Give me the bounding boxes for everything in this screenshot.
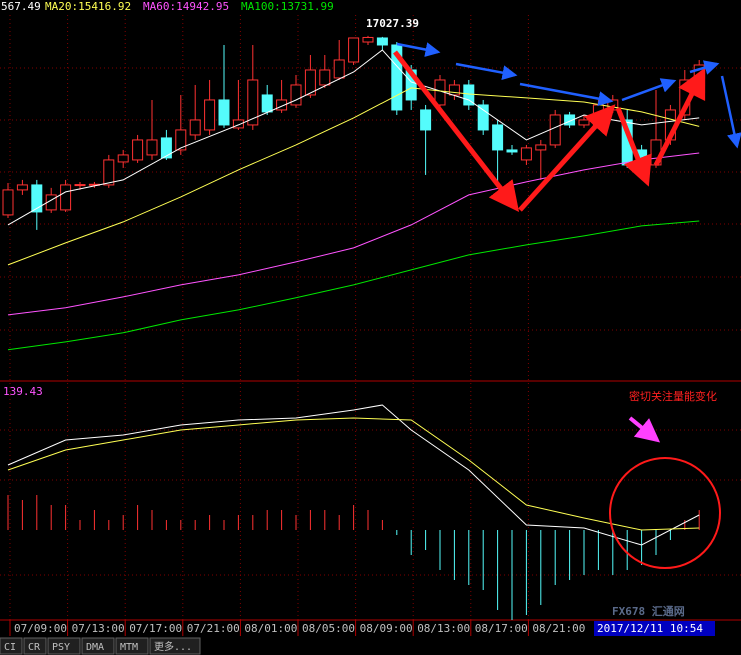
line: [7, 49, 700, 226]
candle-body: [2, 189, 14, 216]
candle-body: [247, 79, 259, 126]
candle-body: [333, 59, 345, 79]
candle-body: [276, 99, 288, 111]
tab-label[interactable]: CR: [28, 642, 41, 653]
high-label: 17027.39: [366, 17, 419, 30]
tab-label[interactable]: CI: [4, 642, 16, 653]
candle-body: [16, 184, 28, 191]
candle-body: [117, 154, 129, 163]
tab-box[interactable]: [47, 637, 81, 655]
candle-body: [189, 119, 201, 136]
x-tick-label: 08/13:00: [417, 622, 470, 635]
tabs: CI CR PSY DMA MTM 更多...: [0, 637, 201, 655]
annotation-text: 密切关注量能变化: [629, 389, 717, 403]
candle-body: [45, 194, 57, 211]
line: [7, 87, 700, 266]
tab-box[interactable]: [149, 637, 201, 655]
tab-box[interactable]: [23, 637, 47, 655]
tab-label[interactable]: PSY: [52, 642, 70, 653]
candle-body: [132, 139, 144, 161]
grid: [0, 15, 741, 620]
x-tick-label: 08/09:00: [360, 622, 413, 635]
candle-body: [376, 37, 388, 46]
candle-body: [506, 149, 518, 153]
candle-body: [160, 137, 172, 159]
candle-body: [348, 37, 360, 63]
candle-body: [232, 119, 244, 129]
tab-box[interactable]: [115, 637, 149, 655]
legend-item: MA60:14942.95: [143, 0, 229, 13]
candle-body: [74, 184, 86, 187]
candle-body: [362, 36, 374, 43]
legend-item: MA100:13731.99: [241, 0, 334, 13]
tab-box[interactable]: [0, 637, 23, 655]
line: [7, 417, 700, 531]
candle-body: [420, 109, 432, 131]
candle-body: [60, 184, 72, 211]
line: [7, 404, 700, 546]
candle-body: [103, 159, 115, 186]
annotation-arrows: [393, 42, 741, 569]
candle-body: [261, 94, 273, 113]
x-tick-label: 08/01:00: [244, 622, 297, 635]
candle-body: [520, 147, 532, 161]
cursor-box: [594, 621, 715, 636]
macd-header: 139.43: [3, 385, 43, 398]
candle-body: [578, 119, 590, 126]
candle-body: [175, 129, 187, 151]
candle-body: [477, 104, 489, 131]
tab-label[interactable]: 更多...: [154, 640, 192, 653]
candle-body: [463, 84, 475, 106]
candle-body: [535, 144, 547, 151]
cursor-label: 2017/12/11 10:54: [597, 622, 703, 635]
candle-body: [549, 114, 561, 146]
candle-body: [218, 99, 230, 126]
x-tick-label: 08/05:00: [302, 622, 355, 635]
candle-body: [204, 99, 216, 131]
tab-label[interactable]: MTM: [120, 642, 138, 653]
line: [7, 220, 700, 351]
x-tick-label: 07/13:00: [72, 622, 125, 635]
candle-body: [319, 69, 331, 86]
legend-item: MA20:15416.92: [45, 0, 131, 13]
candle-body: [31, 184, 43, 213]
header-value: 567.49: [1, 0, 41, 13]
candle-body: [391, 44, 403, 111]
candle-body: [492, 124, 504, 151]
tab-label[interactable]: DMA: [86, 642, 104, 653]
candle-body: [146, 139, 158, 156]
x-tick-label: 07/21:00: [187, 622, 240, 635]
candle-body: [564, 114, 576, 126]
candle-body: [290, 84, 302, 106]
tab-box[interactable]: [81, 637, 115, 655]
x-tick-label: 08/21:00: [532, 622, 585, 635]
watermark: FX678 汇通网: [612, 605, 685, 618]
x-tick-label: 07/17:00: [129, 622, 182, 635]
x-tick-label: 08/17:00: [475, 622, 528, 635]
line: [7, 152, 700, 316]
x-tick-label: 07/09:00: [14, 622, 67, 635]
candle-body: [304, 69, 316, 96]
candle-body: [448, 84, 460, 96]
